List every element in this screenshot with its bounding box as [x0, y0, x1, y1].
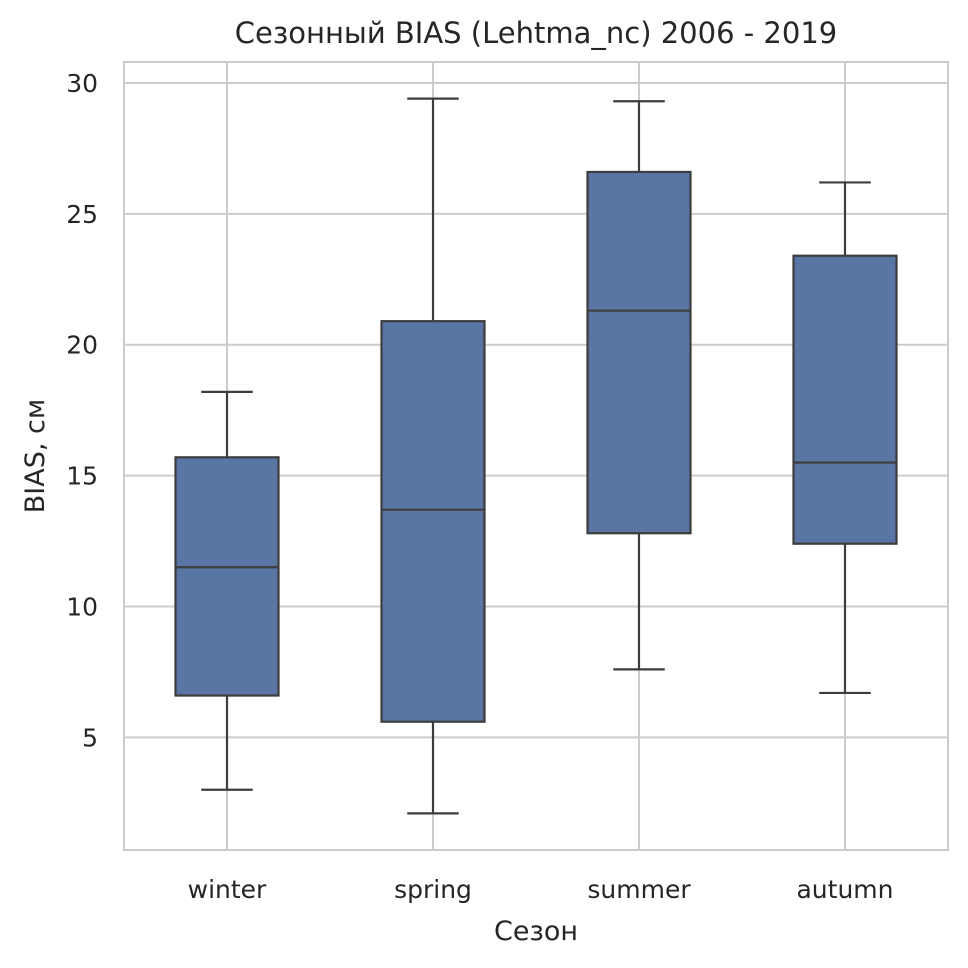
x-axis-label: Сезон: [494, 916, 578, 947]
y-tick-label: 30: [66, 69, 98, 98]
box-winter: [174, 456, 280, 697]
y-tick-label: 5: [82, 723, 98, 752]
x-tick-labels: winter spring summer autumn: [188, 875, 894, 904]
box-series: [174, 97, 898, 815]
y-tick-label: 25: [66, 200, 98, 229]
plot-frame: [123, 61, 949, 851]
y-tick-labels: 5 10 15 20 25 30: [66, 69, 98, 752]
y-tick-label: 10: [66, 593, 98, 622]
chart-title: Сезонный BIAS (Lehtma_nc) 2006 - 2019: [235, 16, 838, 50]
box-spring: [380, 320, 486, 723]
box-summer: [586, 170, 692, 535]
y-tick-label: 20: [66, 331, 98, 360]
y-tick-label: 15: [66, 462, 98, 491]
x-tick-label: autumn: [796, 875, 893, 904]
x-tick-label: spring: [394, 875, 472, 904]
box-autumn: [792, 254, 898, 545]
y-axis-label: BIAS, см: [20, 399, 51, 513]
x-tick-label: winter: [188, 875, 267, 904]
x-tick-label: summer: [587, 875, 691, 904]
